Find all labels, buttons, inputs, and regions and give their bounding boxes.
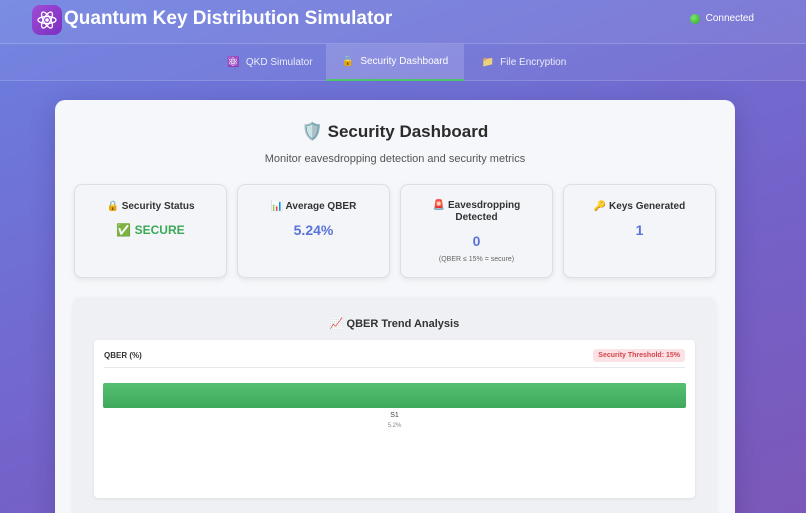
chart-divider	[104, 367, 685, 368]
tab-label: File Encryption	[500, 57, 567, 68]
security-status-card: 🔒 Security Status ✅ SECURE	[74, 184, 227, 278]
app-title: Quantum Key Distribution Simulator	[64, 8, 393, 29]
connection-status-label: Connected	[705, 13, 754, 24]
tab-label: Security Dashboard	[360, 56, 449, 67]
app-header: Quantum Key Distribution Simulator Conne…	[0, 0, 806, 44]
security-status-value: ✅ SECURE	[116, 223, 185, 237]
chart-bar-S1	[103, 383, 686, 408]
atom-icon: ⚛️	[227, 57, 240, 68]
chart-y-label: QBER (%)	[104, 351, 142, 360]
atom-icon	[32, 5, 62, 35]
bar-chart-icon: 📊	[270, 201, 284, 212]
chart-increasing-icon: 📈	[329, 318, 344, 330]
eavesdropping-card: 🚨 Eavesdropping Detected 0 (QBER ≤ 15% =…	[400, 184, 553, 278]
tab-label: QKD Simulator	[245, 57, 313, 68]
average-qber-value: 5.24%	[293, 222, 334, 238]
trend-title: 📈 QBER Trend Analysis	[329, 318, 460, 330]
chart-bar-category-label: S1	[390, 412, 399, 419]
card-label: 🔒 Security Status	[106, 201, 195, 212]
tab-bar: ⚛️ QKD Simulator 🔒 Security Dashboard 📁 …	[0, 44, 806, 81]
keys-generated-value: 1	[635, 222, 644, 238]
threshold-badge: Security Threshold: 15%	[593, 349, 685, 362]
page-title: 🛡️ Security Dashboard	[55, 122, 735, 142]
tab-security-dashboard[interactable]: 🔒 Security Dashboard	[326, 44, 464, 81]
tab-file-encryption[interactable]: 📁 File Encryption	[468, 44, 580, 81]
card-label: 🚨 Eavesdropping Detected	[432, 200, 521, 223]
eavesdropping-note: (QBER ≤ 15% = secure)	[438, 256, 515, 263]
dashboard-panel: 🛡️ Security Dashboard Monitor eavesdropp…	[55, 100, 735, 513]
key-icon: 🔑	[593, 201, 607, 212]
tab-qkd-simulator[interactable]: ⚛️ QKD Simulator	[215, 44, 325, 81]
chart-bar-value-label: 5.2%	[387, 423, 402, 429]
lock-icon: 🔒	[341, 56, 355, 67]
folder-icon: 📁	[481, 57, 495, 68]
page-title-text: Security Dashboard	[327, 122, 489, 141]
qber-chart: QBER (%) Security Threshold: 15% S1 5.2%	[94, 340, 695, 498]
connection-status: Connected	[689, 13, 754, 24]
card-label: 📊 Average QBER	[270, 201, 357, 212]
average-qber-card: 📊 Average QBER 5.24%	[237, 184, 390, 278]
siren-icon: 🚨	[432, 200, 446, 211]
page-subtitle: Monitor eavesdropping detection and secu…	[264, 153, 526, 165]
shield-icon: 🛡️	[301, 122, 323, 141]
status-dot-icon	[689, 13, 700, 24]
card-label: 🔑 Keys Generated	[593, 201, 686, 212]
lock-icon: 🔒	[106, 201, 119, 212]
qber-trend-section: 📈 QBER Trend Analysis QBER (%) Security …	[73, 297, 716, 513]
eavesdropping-value: 0	[472, 233, 481, 249]
keys-generated-card: 🔑 Keys Generated 1	[563, 184, 716, 278]
